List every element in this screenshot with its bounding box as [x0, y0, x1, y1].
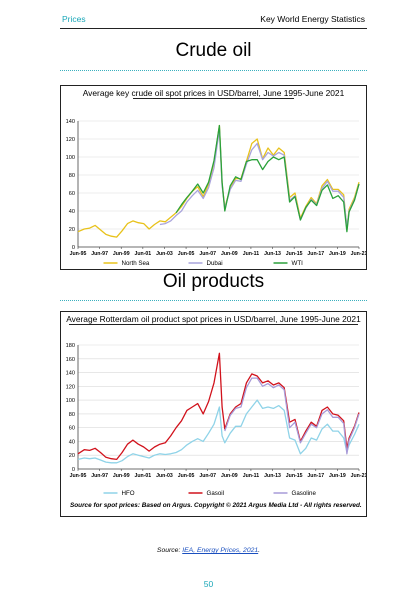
crude-y-tick-label: 140: [66, 119, 75, 125]
crude-x-tick-label: Jun-99: [113, 251, 130, 257]
crude-oil-heading: Crude oil: [175, 40, 252, 61]
oil-series-hfo: [77, 399, 360, 464]
crude-x-tick-label: Jun-01: [134, 251, 151, 257]
oil-plot-area: [78, 345, 359, 469]
crude-title-rule: [133, 98, 294, 99]
oil-chart: Average Rotterdam oil product spot price…: [60, 311, 367, 517]
section-label: Prices: [62, 14, 86, 24]
oil-y-tick-label: 60: [69, 426, 75, 432]
oil-y-tick-label: 40: [69, 439, 75, 445]
crude-y-tick-label: 60: [69, 191, 75, 197]
oil-x-tick-label: Jun-99: [113, 473, 130, 479]
oil-legend-label: Gasoil: [207, 490, 225, 497]
footer-source-label: Source:: [156, 547, 183, 554]
oil-x-tick-label: Jun-21: [351, 473, 366, 479]
crude-x-tick-label: Jun-09: [221, 251, 238, 257]
footer-source: Source: IEA, Energy Prices, 2021.: [0, 547, 417, 554]
crude-dotted-rule: [60, 70, 367, 71]
crude-x-tick-label: Jun-97: [91, 251, 108, 257]
oil-x-tick-label: Jun-19: [329, 473, 346, 479]
crude-y-tick-label: 40: [69, 209, 75, 215]
oil-x-tick-label: Jun-07: [199, 473, 216, 479]
oil-y-tick-label: 160: [66, 357, 75, 363]
crude-x-tick-label: Jun-15: [286, 251, 303, 257]
oil-y-tick-label: 0: [72, 467, 75, 473]
crude-plot-area: [78, 121, 359, 247]
page-number: 50: [203, 579, 214, 589]
crude-x-tick-label: Jun-05: [178, 251, 195, 257]
crude-x-tick-label: Jun-95: [70, 251, 87, 257]
crude-series-dubai: [159, 128, 360, 228]
crude-legend-label: Dubai: [207, 260, 223, 267]
oil-x-tick-label: Jun-11: [243, 473, 260, 479]
oil-dotted-rule: [60, 300, 367, 301]
oil-x-tick-label: Jun-13: [264, 473, 281, 479]
crude-chart-title: Average key crude oil spot prices in USD…: [82, 88, 345, 98]
oil-x-tick-label: Jun-05: [178, 473, 195, 479]
book-title: Key World Energy Statistics: [260, 14, 365, 24]
oil-x-tick-label: Jun-09: [221, 473, 238, 479]
spot-price-source-note: Source for spot prices: Based on Argus. …: [70, 502, 362, 509]
oil-legend-label: HFO: [122, 490, 135, 497]
crude-y-tick-label: 80: [69, 173, 75, 179]
crude-x-tick-label: Jun-13: [264, 251, 281, 257]
oil-y-tick-label: 140: [66, 371, 75, 377]
crude-legend-label: WTI: [292, 260, 304, 267]
crude-chart-svg: 0 20 40 60 80 100 120 140 Jun-95 Jun-97 Jun-99 Jun-…: [66, 119, 366, 267]
footer-source-end: .: [258, 547, 261, 554]
crude-x-tick-label: Jun-19: [329, 251, 346, 257]
header-rule: [60, 28, 367, 29]
oil-products-heading: Oil products: [162, 271, 265, 292]
crude-x-tick-label: Jun-03: [156, 251, 173, 257]
oil-y-tick-label: 100: [66, 398, 75, 404]
crude-y-tick-label: 20: [69, 227, 75, 233]
crude-x-tick-label: Jun-17: [307, 251, 324, 257]
crude-series-wti: [175, 124, 360, 233]
oil-series-gasoline: [224, 377, 360, 455]
oil-x-tick-label: Jun-03: [156, 473, 173, 479]
crude-y-tick-label: 100: [66, 155, 75, 161]
crude-x-tick-label: Jun-11: [243, 251, 260, 257]
oil-x-tick-label: Jun-15: [286, 473, 303, 479]
oil-x-tick-label: Jun-01: [134, 473, 151, 479]
crude-legend-label: North Sea: [122, 260, 150, 267]
oil-x-tick-label: Jun-17: [307, 473, 324, 479]
crude-y-tick-label: 120: [66, 137, 75, 143]
oil-chart-svg: 0 20 40 60 80 100 120 140 160 180 Jun-95 Jun-97 Jun-…: [66, 343, 366, 497]
footer-source-link[interactable]: IEA, Energy Prices, 2021: [182, 547, 259, 554]
oil-legend-label: Gasoline: [292, 490, 317, 497]
oil-chart-title: Average Rotterdam oil product spot price…: [66, 314, 361, 324]
crude-y-tick-label: 0: [72, 245, 75, 251]
oil-y-tick-label: 80: [69, 412, 75, 418]
oil-y-tick-label: 120: [66, 384, 75, 390]
crude-x-tick-label: Jun-21: [351, 251, 366, 257]
oil-x-tick-label: Jun-97: [91, 473, 108, 479]
crude-x-tick-label: Jun-07: [199, 251, 216, 257]
oil-y-tick-label: 20: [69, 453, 75, 459]
oil-x-tick-label: Jun-95: [70, 473, 87, 479]
oil-title-rule: [69, 324, 358, 325]
crude-chart: Average key crude oil spot prices in USD…: [60, 85, 367, 270]
oil-y-tick-label: 180: [66, 343, 75, 349]
